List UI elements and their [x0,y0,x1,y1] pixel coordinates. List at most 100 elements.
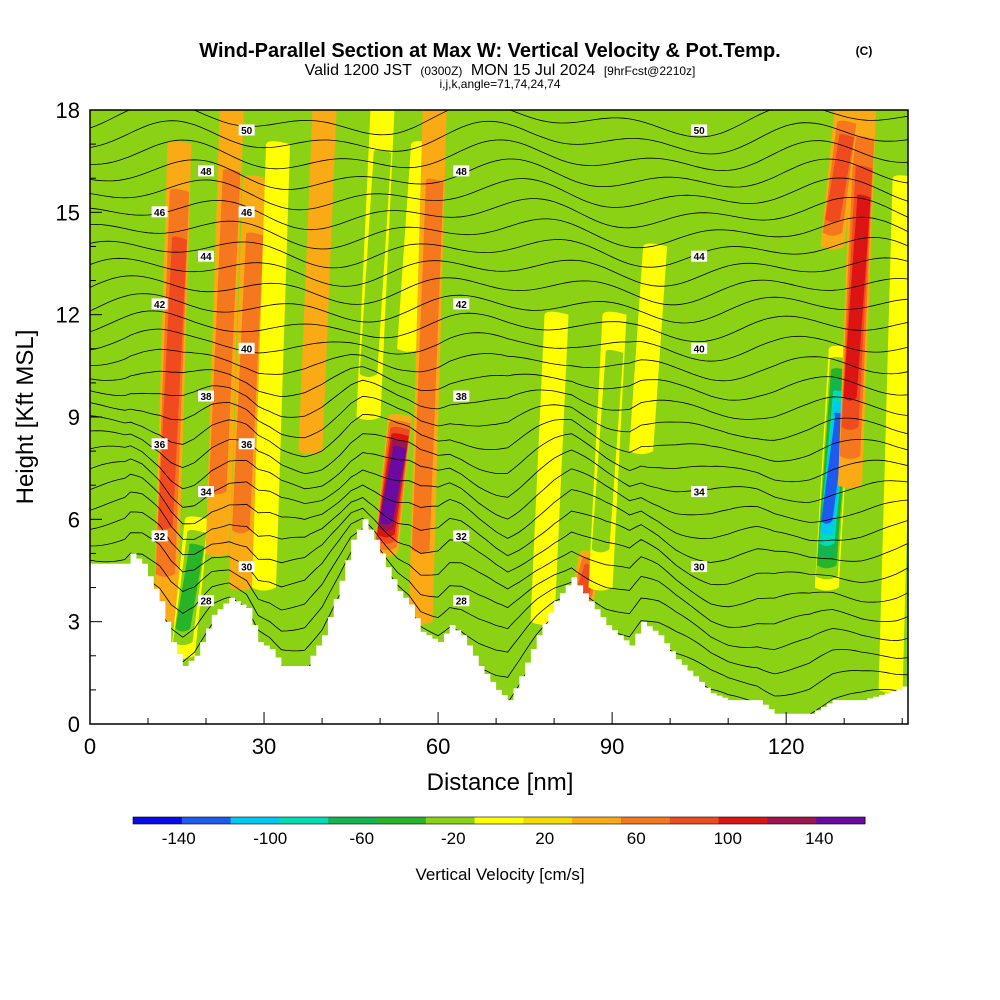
velocity-lane [380,452,406,519]
contour-label-bg [198,486,215,498]
contour-label-bg [198,390,215,402]
isentrope [90,310,908,343]
contour-label: 46 [241,208,253,219]
colorbar-swatch [279,817,329,824]
isentrope [90,236,908,269]
isentrope [90,458,908,523]
contour-label: 28 [200,597,212,608]
contour-label-bg [238,342,255,354]
x-tick-label: 60 [426,734,450,759]
colorbar-tick-label: -20 [441,829,466,848]
isentrope [90,275,908,306]
colorbar-swatch [133,817,183,824]
contour-label-bg [151,298,168,310]
contour-label-bg [453,298,470,310]
contour-label: 32 [456,532,468,543]
y-axis-label: Height [Kft MSL] [12,330,39,505]
x-tick-label: 120 [768,734,805,759]
contour-label: 34 [694,488,706,499]
isentrope [90,196,908,231]
contour-label-bg [453,390,470,402]
y-tick-label: 3 [68,610,80,635]
terrain-mask [90,519,908,724]
isentrope [90,293,908,324]
contour-label: 46 [154,208,166,219]
isentrope [90,430,908,483]
contour-label-bg [691,561,708,573]
velocity-field [153,110,908,693]
contour-label-bg [151,206,168,218]
contour-label: 34 [200,488,212,499]
contour-label: 48 [200,167,212,178]
isentrope [90,395,908,441]
valid-line: Valid 1200 JST (0300Z) MON 15 Jul 2024 [… [305,62,696,79]
isentrope [90,555,908,675]
contour-label-bg [691,486,708,498]
contour-label: 44 [694,252,706,263]
contour-label: 42 [154,300,166,311]
colorbar-swatch [572,817,622,824]
isentrope [90,507,908,586]
y-tick-label: 9 [68,405,80,430]
isentrope [90,473,908,542]
valid-prefix: Valid 1200 JST [305,62,413,79]
isentrope [90,379,908,420]
colorbar-tick-label: -100 [253,829,287,848]
contour-label-bg [198,250,215,262]
colorbar-swatch [621,817,671,824]
isentrope [90,216,908,250]
velocity-lane [591,349,624,553]
contour-label: 50 [694,126,706,137]
colorbar-swatch [328,817,378,824]
title-mark: (C) [856,44,873,58]
velocity-lane [157,236,187,530]
velocity-lane [843,194,871,401]
valid-utc: (0300Z) [420,64,462,78]
isentrope [90,491,908,563]
x-tick-label: 0 [84,734,96,759]
contour-label-bg [238,561,255,573]
velocity-lane [208,169,241,495]
colorbar-swatch [816,817,866,824]
y-tick-label: 0 [68,712,80,737]
colorbar-label: Vertical Velocity [cm/s] [415,865,584,884]
contour-label: 30 [694,563,706,574]
contour-label: 44 [200,252,212,263]
colorbar-swatch [425,817,476,824]
colorbar-tick-label: 140 [805,829,833,848]
colorbar-frame [132,816,866,825]
y-tick-label: 6 [68,507,80,532]
contour-label-bg [691,124,708,136]
isentrope [90,445,908,503]
velocity-lane [359,149,392,378]
isentrope [90,528,908,628]
velocity-lane [252,141,291,591]
colorbar-swatch [669,817,720,824]
contour-label-bg [691,342,708,354]
contour-label: 36 [241,440,253,451]
contour-label-bg [453,530,470,542]
contour-label: 32 [154,532,166,543]
contour-label-bg [151,438,168,450]
colorbar-tick-label: 20 [535,829,554,848]
contour-label-bg [453,165,470,177]
velocity-lane [878,175,908,693]
contour-label-bg [238,206,255,218]
colorbar-tick-label: -140 [162,829,196,848]
isentrope [90,257,908,287]
plot-area: 2424282830303232343436363838404042424444… [90,110,908,724]
velocity-lane [175,543,205,632]
y-tick-label: 18 [56,98,80,123]
contour-label-bg [453,595,470,607]
velocity-lane [530,311,569,625]
contour-label: 42 [456,300,468,311]
y-tick-label: 15 [56,200,80,225]
contour-label: 48 [456,167,468,178]
valid-date: MON 15 Jul 2024 [471,62,596,79]
isentrope [90,540,908,650]
indices-line: i,j,k,angle=71,74,24,74 [439,77,560,91]
contour-label: 40 [241,344,253,355]
colorbar: -140 -100 -60 -20 20 60 100 140 [132,816,866,848]
